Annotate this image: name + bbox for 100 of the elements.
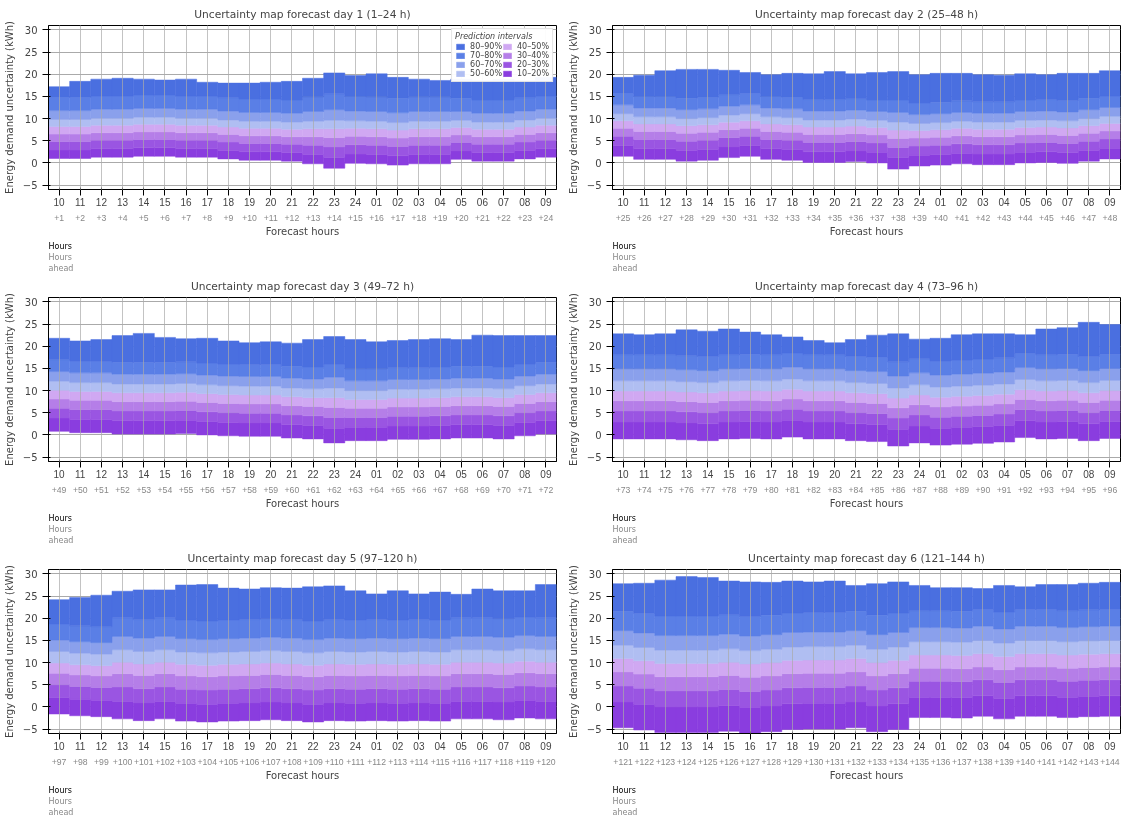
x-axis-title: Forecast hours xyxy=(265,225,340,237)
category-label: 14 +77 xyxy=(700,468,716,495)
y-tick-label: −5 xyxy=(22,724,38,736)
category-label: 08 +95 xyxy=(1081,468,1097,495)
text: Hours ahead xyxy=(612,252,638,273)
y-tick-label: 20 xyxy=(24,69,38,81)
category-label: 22 +133 xyxy=(867,740,887,767)
legend-label: 70–80% xyxy=(470,51,503,60)
category-label: 09 +72 xyxy=(538,468,554,495)
category-label: 05 +92 xyxy=(1017,468,1033,495)
y-axis-title: Energy demand uncertainty (kWh) xyxy=(3,292,15,466)
category-label: 05 +68 xyxy=(453,468,469,495)
y-tick-label: 25 xyxy=(588,47,602,59)
category-label: 12 +99 xyxy=(94,740,109,767)
chart-title: Uncertainty map forecast day 1 (1–24 h) xyxy=(194,7,411,21)
category-label: 24 +135 xyxy=(909,740,930,767)
text: Hours xyxy=(612,785,636,795)
x-axis-title: Forecast hours xyxy=(829,769,904,781)
category-label: 09 +120 xyxy=(536,740,556,767)
y-tick-label: 30 xyxy=(588,568,602,580)
category-label: 23 +110 xyxy=(324,740,344,767)
y-tick-label: 10 xyxy=(588,385,602,397)
category-label: 22 +85 xyxy=(869,468,885,495)
y-tick-label: 0 xyxy=(595,701,602,713)
category-label: 19 +106 xyxy=(239,740,260,767)
text: Hours xyxy=(48,513,72,523)
category-label: 12 +123 xyxy=(655,740,676,767)
category-label: 06 +117 xyxy=(472,740,492,767)
chart-title: Uncertainty map forecast day 4 (73–96 h) xyxy=(754,279,979,293)
y-tick-label: 20 xyxy=(588,341,602,353)
category-label: 09 +96 xyxy=(1102,468,1118,495)
category-label: 18 +9 xyxy=(222,196,234,223)
chart-title: Uncertainty map forecast day 3 (49–72 h) xyxy=(190,279,415,293)
category-label: 10 +49 xyxy=(51,468,67,495)
y-axis-title: Energy demand uncertainty (kWh) xyxy=(3,20,15,194)
x-axis-title: Forecast hours xyxy=(829,497,904,509)
y-tick-label: 30 xyxy=(24,296,38,308)
x-axis-title: Forecast hours xyxy=(829,225,904,237)
category-label: 17 +56 xyxy=(199,468,215,495)
category-label: 10 +25 xyxy=(615,196,631,223)
category-label: 12 +3 xyxy=(95,196,107,223)
category-label: 08 +143 xyxy=(1079,740,1099,767)
category-label: 06 +21 xyxy=(475,196,490,223)
y-tick-label: 20 xyxy=(588,69,602,81)
category-label: 10 +97 xyxy=(51,740,67,767)
text: Hours ahead xyxy=(48,796,74,817)
category-label: 14 +125 xyxy=(698,740,718,767)
category-label: 07 +22 xyxy=(496,196,511,223)
category-label: 19 +130 xyxy=(803,740,824,767)
category-label: 03 +42 xyxy=(975,196,991,223)
category-label: 03 +114 xyxy=(409,740,429,767)
legend-label: 50–60% xyxy=(470,69,503,78)
category-label: 18 +57 xyxy=(221,468,236,495)
y-tick-label: 15 xyxy=(24,91,38,103)
y-tick-label: 30 xyxy=(588,296,602,308)
category-label: 02 +65 xyxy=(390,468,406,495)
category-label: 02 +89 xyxy=(954,468,970,495)
category-label: 09 +48 xyxy=(1102,196,1118,223)
y-tick-label: 5 xyxy=(31,135,38,147)
category-label: 04 +19 xyxy=(432,196,448,223)
legend-title: Prediction intervals xyxy=(455,32,534,41)
y-tick-label: 10 xyxy=(24,113,38,125)
y-tick-label: 30 xyxy=(24,24,38,36)
y-tick-label: 5 xyxy=(595,407,602,419)
category-label: 07 +142 xyxy=(1057,740,1078,767)
y-tick-label: 10 xyxy=(24,657,38,669)
category-label: 17 +128 xyxy=(761,740,781,767)
category-label: 16 +55 xyxy=(178,468,194,495)
y-tick-label: 0 xyxy=(31,701,38,713)
category-label: 10 +121 xyxy=(613,740,633,767)
category-label: 20 +131 xyxy=(825,740,845,767)
category-label: 19 +10 xyxy=(242,196,257,223)
category-label: 05 +116 xyxy=(451,740,471,767)
y-tick-label: 15 xyxy=(24,635,38,647)
category-label: 16 +7 xyxy=(180,196,192,223)
y-axis-title: Energy demand uncertainty (kWh) xyxy=(3,564,15,738)
category-label: 12 +51 xyxy=(94,468,109,495)
category-label: 13 +52 xyxy=(115,468,130,495)
category-label: 04 +67 xyxy=(432,468,448,495)
y-tick-label: 25 xyxy=(588,319,602,331)
category-label: 22 +37 xyxy=(869,196,885,223)
category-label: 04 +91 xyxy=(996,468,1012,495)
category-label: 11 +98 xyxy=(72,740,88,767)
category-label: 11 +50 xyxy=(72,468,88,495)
category-label: 19 +58 xyxy=(242,468,257,495)
y-tick-label: 25 xyxy=(24,591,38,603)
category-label: 04 +115 xyxy=(430,740,450,767)
y-tick-label: 15 xyxy=(588,91,602,103)
text: Hours ahead xyxy=(612,796,638,817)
text: Hours ahead xyxy=(48,524,74,545)
category-label: 12 +27 xyxy=(658,196,673,223)
category-label: 04 +43 xyxy=(996,196,1012,223)
y-axis-title: Energy demand uncertainty (kWh) xyxy=(567,292,579,466)
y-tick-label: 25 xyxy=(24,47,38,59)
category-label: 23 +14 xyxy=(326,196,342,223)
category-label: 19 +34 xyxy=(806,196,821,223)
category-label: 01 +112 xyxy=(367,740,387,767)
category-label: 23 +134 xyxy=(888,740,908,767)
category-label: 17 +32 xyxy=(763,196,779,223)
category-label: 11 +122 xyxy=(634,740,654,767)
